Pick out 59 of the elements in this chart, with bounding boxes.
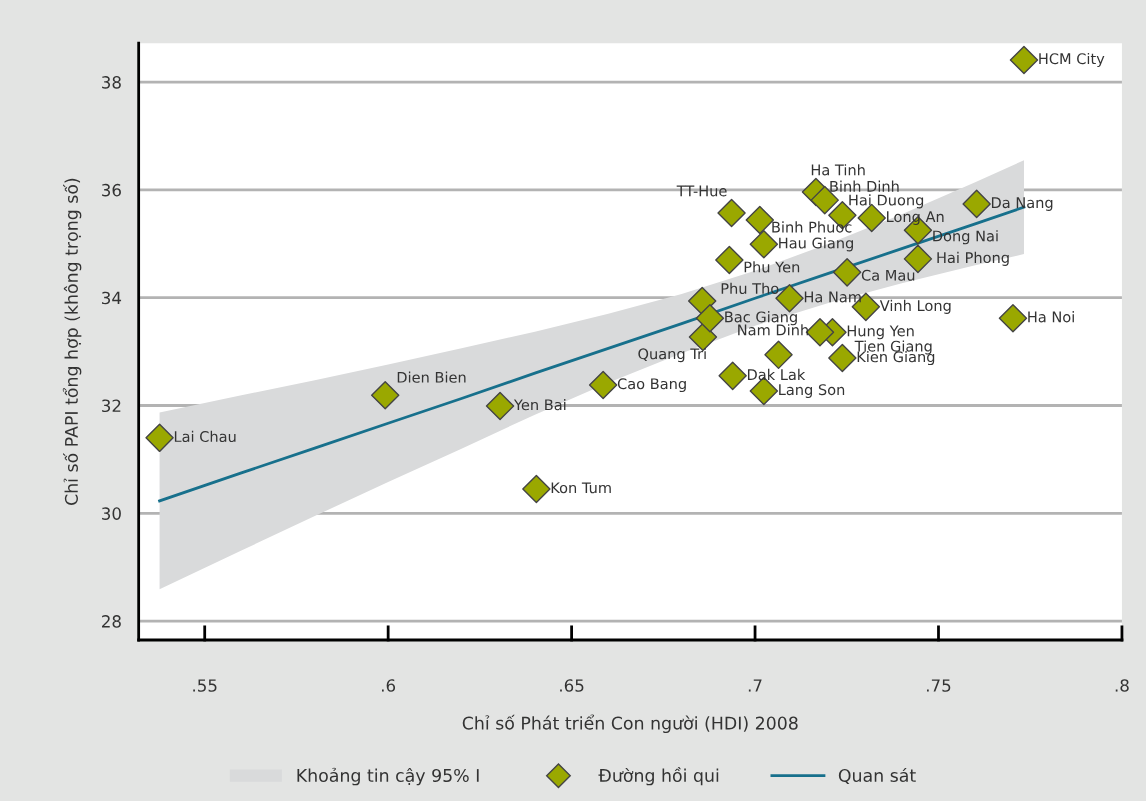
annotation: Cao Bang [617, 378, 686, 393]
annotation: Yen Bai [513, 398, 566, 411]
point [370, 381, 400, 410]
point [962, 189, 991, 219]
annotation: Binh Phuoc [772, 221, 852, 233]
annotation: TT-Hue [676, 185, 727, 197]
legend-label: Quan sát [838, 767, 916, 784]
y-tick-label: 36 [102, 183, 121, 197]
annotation: Dien Bien [397, 371, 466, 383]
annotation: Nam Dinh [738, 324, 808, 336]
annotation: Dong Nai [933, 230, 998, 245]
annotation: Long An [887, 211, 944, 225]
annotation: Vinh Long [879, 299, 951, 314]
y-tick-label: 34 [102, 291, 122, 305]
annotation: HCM City [1039, 52, 1105, 68]
x-axis-title: Chỉ số Phát triển Con người (HDI) 2008 [462, 714, 798, 733]
point [695, 303, 725, 333]
annotation: Ha Noi [1028, 311, 1074, 323]
y-tick-label: 30 [102, 507, 121, 520]
point [718, 361, 747, 391]
annotation: Ca Mau [861, 269, 915, 281]
point [764, 340, 793, 370]
point [717, 198, 746, 228]
legend-label: Khoảng tin cậy 95% I [297, 767, 479, 786]
point [522, 474, 551, 504]
point [1009, 45, 1039, 75]
annotation: Hau Giang [779, 237, 853, 252]
annotation: Phu Tho [721, 282, 779, 295]
annotation: Da Nang [991, 197, 1053, 211]
x-tick-label: .55 [193, 679, 217, 692]
y-axis-title: Chỉ số PAPI tổng hợp (không trọng số) [62, 178, 82, 505]
y-tick-label: 38 [102, 76, 121, 89]
annotation: Ha Tinh [811, 164, 865, 176]
annotation: Dak Lak [747, 368, 806, 381]
annotation: Ha Nam [804, 291, 861, 303]
annotation: Binh Dinh [830, 180, 899, 192]
point [687, 286, 717, 316]
point [832, 258, 862, 287]
x-tick-label: .75 [927, 679, 951, 692]
point [145, 423, 174, 453]
point [998, 303, 1028, 333]
annotation: Hai Duong [849, 194, 924, 209]
legend-label: Đường hồi qui [598, 767, 719, 786]
annotation: Hai Phong [937, 251, 1009, 266]
x-tick-label: .8 [1115, 679, 1129, 692]
annotation: Quang Tri [638, 348, 706, 363]
x-tick-label: .6 [381, 679, 396, 692]
y-tick-label: 32 [102, 399, 121, 413]
annotation: Phu Yen [744, 261, 800, 273]
annotation: Lang Son [779, 384, 845, 399]
x-tick-label: .7 [748, 679, 762, 692]
annotation: Kon Tum [551, 482, 611, 494]
y-tick-label: 28 [102, 615, 121, 628]
point [715, 245, 744, 275]
x-tick-label: .65 [560, 679, 584, 692]
point [588, 370, 618, 400]
annotation: Hung Yen [847, 325, 914, 340]
point [485, 391, 515, 421]
annotation: Lai Chau [174, 430, 236, 443]
